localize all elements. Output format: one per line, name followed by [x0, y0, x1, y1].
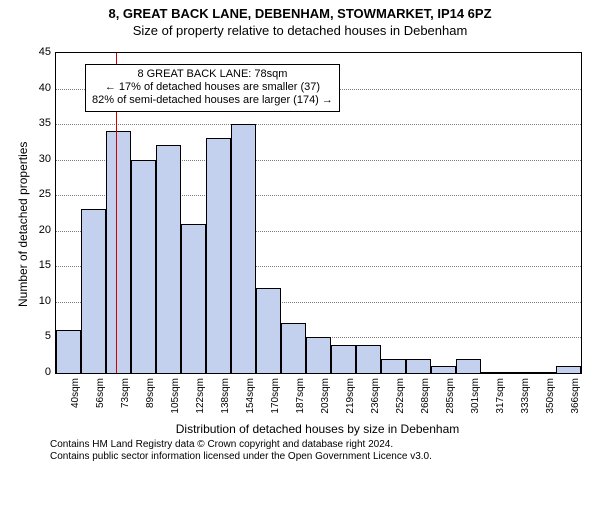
y-tick-label: 30 — [27, 153, 51, 165]
annotation-line-3: 82% of semi-detached houses are larger (… — [92, 94, 333, 107]
x-tick-label: 73sqm — [120, 378, 131, 423]
histogram-bar — [531, 372, 556, 373]
x-tick-label: 89sqm — [145, 378, 156, 423]
x-tick-label: 122sqm — [195, 378, 206, 423]
annotation-box: 8 GREAT BACK LANE: 78sqm ← 17% of detach… — [85, 64, 340, 112]
x-tick-label: 105sqm — [170, 378, 181, 423]
histogram-bar — [156, 145, 181, 373]
y-tick-label: 20 — [27, 224, 51, 236]
chart-container: Number of detached properties Distributi… — [0, 42, 600, 437]
x-tick-label: 219sqm — [345, 378, 356, 423]
x-tick-label: 285sqm — [445, 378, 456, 423]
histogram-bar — [306, 337, 331, 373]
x-tick-label: 317sqm — [495, 378, 506, 423]
y-tick-label: 45 — [27, 46, 51, 58]
histogram-bar — [556, 366, 581, 373]
histogram-bar — [406, 359, 431, 373]
x-tick-label: 170sqm — [270, 378, 281, 423]
gridline — [56, 124, 581, 125]
histogram-bar — [206, 138, 231, 373]
y-tick-label: 10 — [27, 295, 51, 307]
y-tick-label: 0 — [27, 366, 51, 378]
x-tick-label: 252sqm — [395, 378, 406, 423]
x-tick-label: 56sqm — [95, 378, 106, 423]
histogram-bar — [256, 288, 281, 373]
y-tick-label: 5 — [27, 330, 51, 342]
y-tick-label: 25 — [27, 188, 51, 200]
y-tick-label: 15 — [27, 259, 51, 271]
histogram-bar — [231, 124, 256, 373]
x-tick-label: 40sqm — [70, 378, 81, 423]
x-tick-label: 350sqm — [545, 378, 556, 423]
annotation-line-2: ← 17% of detached houses are smaller (37… — [92, 81, 333, 94]
x-axis-title: Distribution of detached houses by size … — [55, 422, 580, 436]
histogram-bar — [506, 372, 531, 373]
histogram-bar — [106, 131, 131, 373]
x-tick-label: 333sqm — [520, 378, 531, 423]
x-tick-label: 187sqm — [295, 378, 306, 423]
y-tick-label: 40 — [27, 82, 51, 94]
histogram-bar — [481, 372, 506, 373]
histogram-bar — [131, 160, 156, 373]
footer: Contains HM Land Registry data © Crown c… — [50, 439, 600, 463]
histogram-bar — [456, 359, 481, 373]
footer-line-2: Contains public sector information licen… — [50, 451, 600, 463]
histogram-bar — [356, 345, 381, 373]
x-tick-label: 301sqm — [470, 378, 481, 423]
x-tick-label: 236sqm — [370, 378, 381, 423]
annotation-line-1: 8 GREAT BACK LANE: 78sqm — [92, 68, 333, 81]
y-tick-label: 35 — [27, 117, 51, 129]
x-tick-label: 154sqm — [245, 378, 256, 423]
histogram-bar — [431, 366, 456, 373]
header-title: 8, GREAT BACK LANE, DEBENHAM, STOWMARKET… — [0, 6, 600, 21]
x-tick-label: 203sqm — [320, 378, 331, 423]
histogram-bar — [381, 359, 406, 373]
histogram-bar — [56, 330, 81, 373]
histogram-bar — [81, 209, 106, 373]
x-tick-label: 268sqm — [420, 378, 431, 423]
histogram-bar — [181, 224, 206, 373]
header-subtitle: Size of property relative to detached ho… — [0, 23, 600, 38]
footer-line-1: Contains HM Land Registry data © Crown c… — [50, 439, 600, 451]
histogram-bar — [281, 323, 306, 373]
x-tick-label: 366sqm — [570, 378, 581, 423]
histogram-bar — [331, 345, 356, 373]
x-tick-label: 138sqm — [220, 378, 231, 423]
